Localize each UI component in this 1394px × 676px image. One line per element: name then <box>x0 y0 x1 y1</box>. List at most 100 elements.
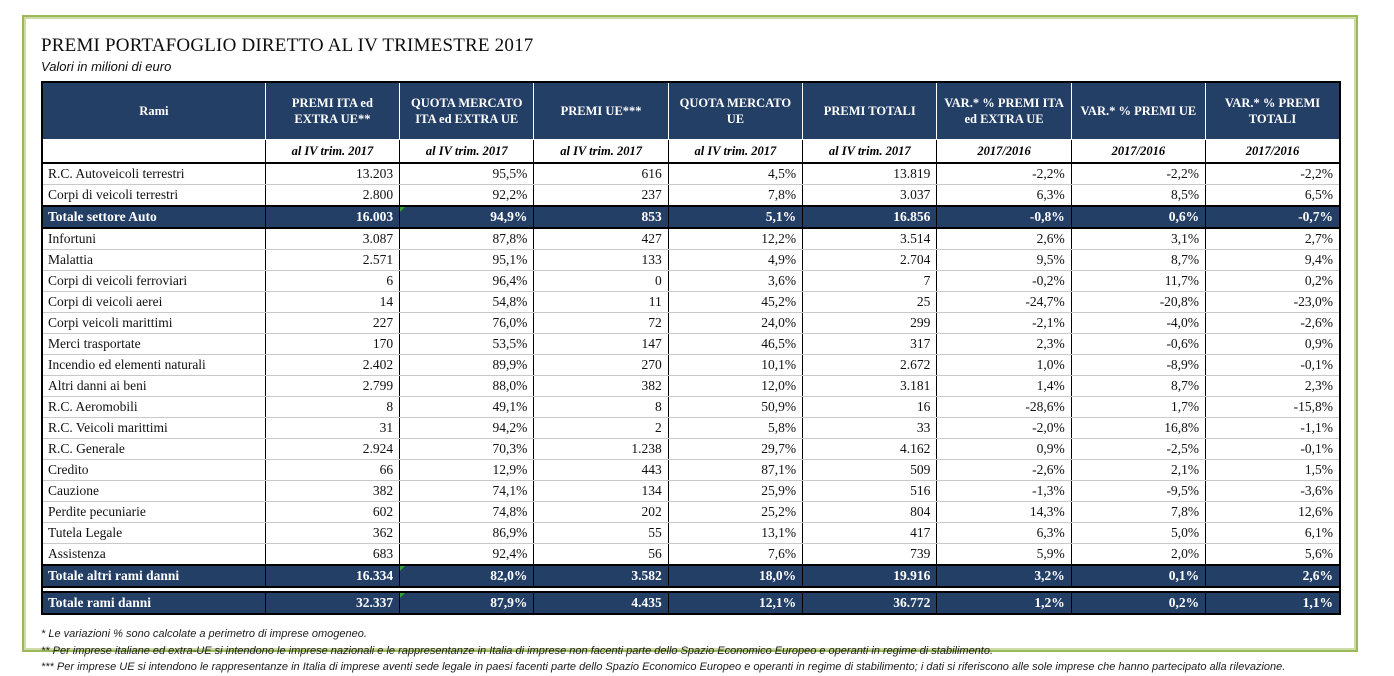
cell-value: -0,6% <box>1070 333 1207 355</box>
cell-value: 13,1% <box>667 522 804 544</box>
cell-value: -15,8% <box>1205 396 1341 418</box>
table-row: Perdite pecuniarie 602 74,8% 202 25,2% 804 14,… <box>41 501 1341 523</box>
row-spacer <box>42 587 1340 592</box>
table-row: Malattia 2.571 95,1% 133 4,9% 2.704 9,5% 8,7% 9,… <box>41 249 1341 271</box>
row-label: R.C. Veicoli marittimi <box>41 417 266 439</box>
cell-value: 88,0% <box>399 375 535 397</box>
row-label: Assistenza <box>41 543 266 566</box>
cell-value: 362 <box>264 522 401 544</box>
cell-value: 70,3% <box>399 438 535 460</box>
page-title: PREMI PORTAFOGLIO DIRETTO AL IV TRIMESTR… <box>41 35 534 56</box>
cell-value: 1,0% <box>936 354 1072 376</box>
cell-value: 3.181 <box>802 375 938 397</box>
cell-value: 12,6% <box>1205 501 1341 523</box>
cell-value: 66 <box>264 459 401 481</box>
cell-value: 3.037 <box>802 184 938 207</box>
table-row: Corpi di veicoli terrestri 2.800 92,2% 237 7… <box>41 184 1341 207</box>
cell-value: 1,1% <box>1205 591 1341 615</box>
column-subheader: al IV trim. 2017 <box>802 139 938 164</box>
cell-value: 87,8% <box>399 227 535 250</box>
row-label: Totale rami danni <box>41 591 266 615</box>
row-label: Corpi di veicoli terrestri <box>41 184 266 207</box>
cell-value: 2,0% <box>1070 543 1207 566</box>
cell-value: 5,1% <box>667 205 804 229</box>
column-header: VAR.* % PREMI TOTALI <box>1205 81 1341 140</box>
cell-value: 382 <box>533 375 669 397</box>
cell-value: -8,9% <box>1070 354 1207 376</box>
cell-value: 13.203 <box>264 162 401 185</box>
cell-value: 18,0% <box>667 564 804 588</box>
cell-value: 270 <box>533 354 669 376</box>
cell-value: 94,9% <box>399 205 535 229</box>
cell-value: 8,7% <box>1070 375 1207 397</box>
cell-value: 516 <box>802 480 938 502</box>
table-row: R.C. Autoveicoli terrestri 13.203 95,5% 616… <box>41 162 1341 185</box>
cell-value: 1,4% <box>936 375 1072 397</box>
cell-value: -0,1% <box>1205 354 1341 376</box>
cell-value: 4,5% <box>667 162 804 185</box>
table-row: Corpi di veicoli aerei 14 54,8% 11 45,2% 25 -2… <box>41 291 1341 313</box>
cell-value: 92,4% <box>399 543 535 566</box>
column-header: PREMI UE*** <box>533 81 669 140</box>
cell-value: 33 <box>802 417 938 439</box>
excel-flag-triangle-icon <box>400 594 406 598</box>
cell-value: 6,1% <box>1205 522 1341 544</box>
cell-value: -2,2% <box>936 162 1072 185</box>
cell-value: 0,9% <box>936 438 1072 460</box>
cell-value: 2.799 <box>264 375 401 397</box>
cell-value: 4.162 <box>802 438 938 460</box>
cell-value: 95,5% <box>399 162 535 185</box>
footnotes: * Le variazioni % sono calcolate a perim… <box>41 626 1341 676</box>
excel-flag-triangle-icon <box>400 208 406 212</box>
cell-value: 7 <box>802 270 938 292</box>
cell-value: 5,0% <box>1070 522 1207 544</box>
cell-value: 2.924 <box>264 438 401 460</box>
cell-value: 56 <box>533 543 669 566</box>
cell-value: 9,4% <box>1205 249 1341 271</box>
cell-value: -28,6% <box>936 396 1072 418</box>
row-label: Corpi di veicoli aerei <box>41 291 266 313</box>
cell-value: 804 <box>802 501 938 523</box>
cell-value: -1,3% <box>936 480 1072 502</box>
cell-value: 3.514 <box>802 227 938 250</box>
cell-value: 8,7% <box>1070 249 1207 271</box>
cell-value: 227 <box>264 312 401 334</box>
cell-value: 76,0% <box>399 312 535 334</box>
table-row: R.C. Aeromobili 8 49,1% 8 50,9% 16 -28,6% 1,7% -… <box>41 396 1341 418</box>
footnote-line: *** Per imprese UE si intendono le rappr… <box>41 661 1286 673</box>
table-row: Corpi di veicoli ferroviari 6 96,4% 0 3,6% 7-… <box>41 270 1341 292</box>
cell-value: 46,5% <box>667 333 804 355</box>
cell-value: 683 <box>264 543 401 566</box>
cell-value: 382 <box>264 480 401 502</box>
cell-value: 24,0% <box>667 312 804 334</box>
table-row: Assistenza 683 92,4% 56 7,6% 739 5,9% 2,0% 5,6% <box>41 543 1341 566</box>
cell-value: 443 <box>533 459 669 481</box>
cell-value: 5,6% <box>1205 543 1341 566</box>
cell-value: 3,6% <box>667 270 804 292</box>
cell-value: 2.571 <box>264 249 401 271</box>
cell-value: 2,7% <box>1205 227 1341 250</box>
cell-value: 29,7% <box>667 438 804 460</box>
column-header: QUOTA MERCATO ITA ed EXTRA UE <box>399 81 535 140</box>
cell-value: 14,3% <box>936 501 1072 523</box>
cell-value: -1,1% <box>1205 417 1341 439</box>
cell-value: 32.337 <box>264 591 401 615</box>
cell-value: 6,3% <box>936 184 1072 207</box>
cell-value: 1,7% <box>1070 396 1207 418</box>
row-label: Malattia <box>41 249 266 271</box>
cell-value: 133 <box>533 249 669 271</box>
cell-value: 36.772 <box>802 591 938 615</box>
cell-value: -9,5% <box>1070 480 1207 502</box>
footnote-line: ** Per imprese italiane ed extra-UE si i… <box>41 644 994 657</box>
table-row: Credito 66 12,9% 443 87,1% 509 -2,6% 2,1% 1,5% <box>41 459 1341 481</box>
cell-value: 134 <box>533 480 669 502</box>
cell-value: 202 <box>533 501 669 523</box>
cell-value: 1,2% <box>936 591 1072 615</box>
cell-value: 12,1% <box>667 591 804 615</box>
cell-value: 3,1% <box>1070 227 1207 250</box>
table-row: R.C. Veicoli marittimi 31 94,2% 2 5,8% 33 -2,0… <box>41 417 1341 439</box>
cell-value: 2,6% <box>936 227 1072 250</box>
cell-value: 616 <box>533 162 669 185</box>
cell-value: -23,0% <box>1205 291 1341 313</box>
cell-value: 92,2% <box>399 184 535 207</box>
